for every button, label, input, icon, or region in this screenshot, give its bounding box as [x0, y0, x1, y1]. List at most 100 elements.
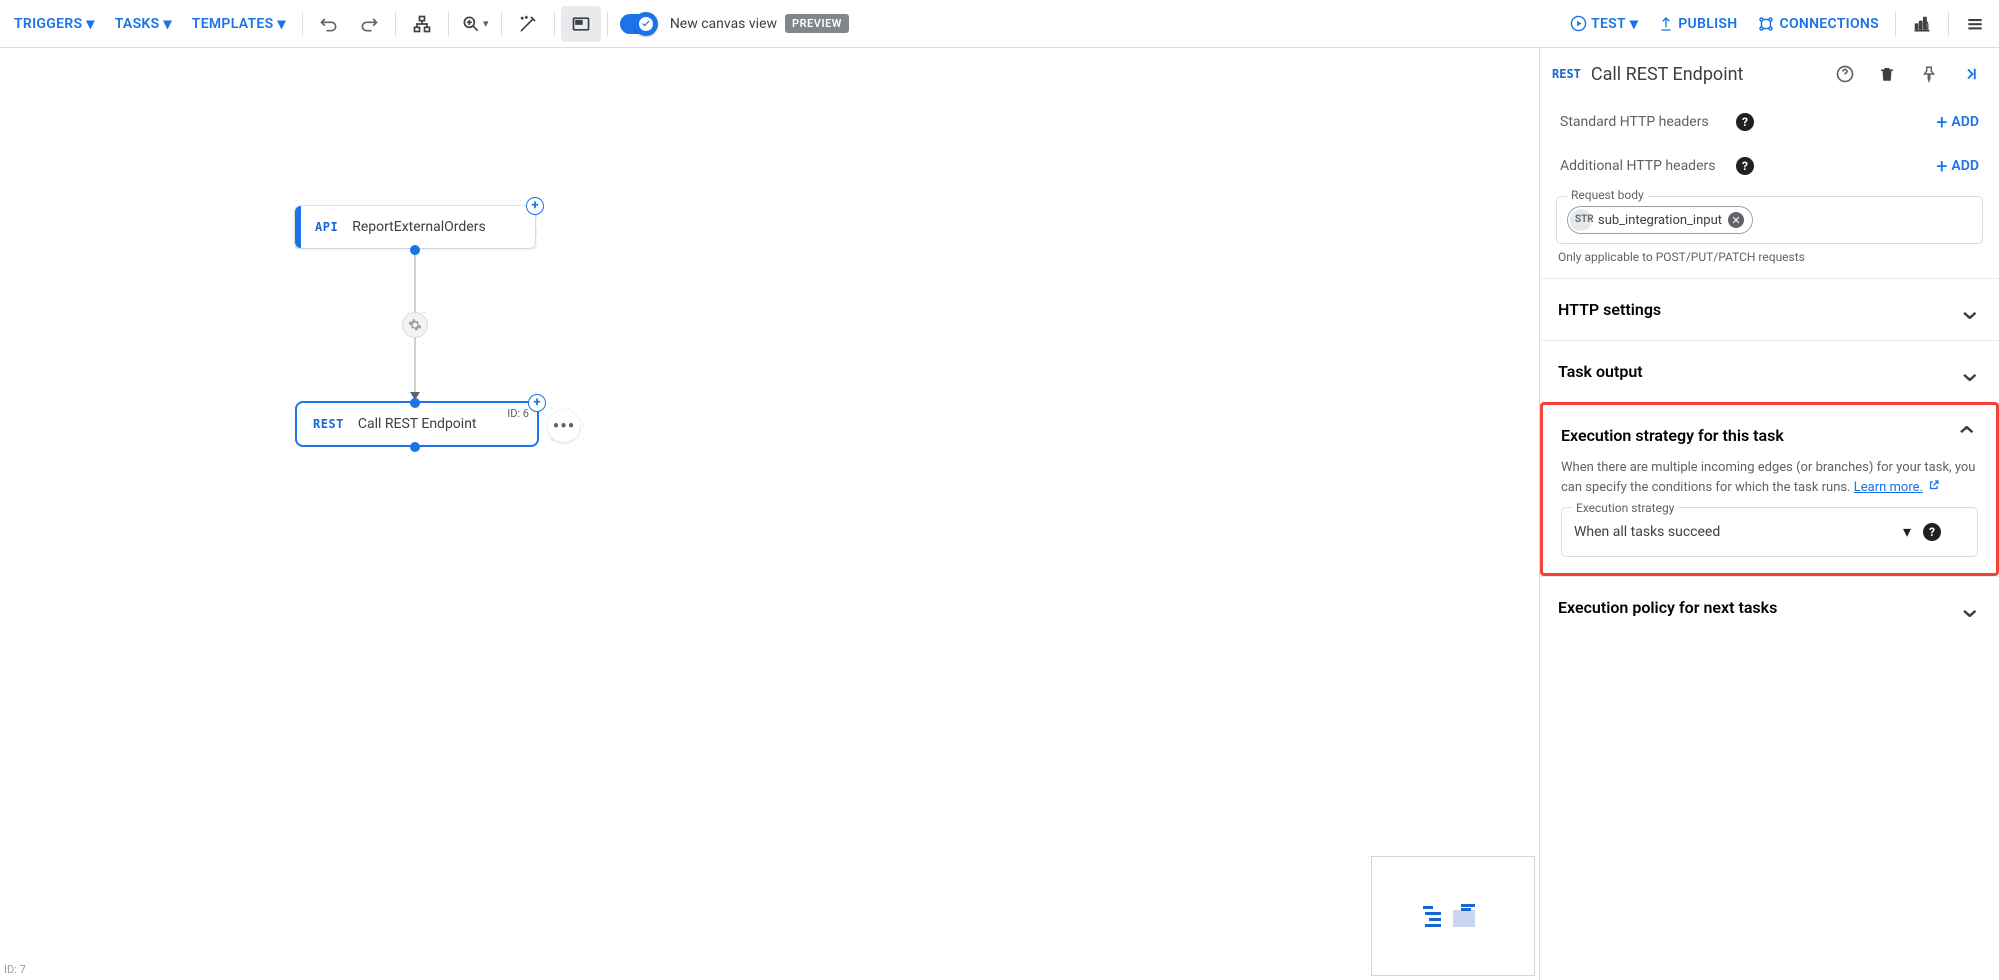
canvas[interactable]: API ReportExternalOrders + REST Call RES… [0, 48, 1539, 980]
help-icon[interactable]: ? [1736, 157, 1754, 175]
node-label: Call REST Endpoint [358, 416, 477, 432]
request-body-hint: Only applicable to POST/PUT/PATCH reques… [1540, 246, 1999, 278]
pin-button[interactable] [1913, 58, 1945, 90]
connections-icon [1757, 15, 1775, 33]
edge-settings[interactable] [403, 313, 427, 337]
triggers-dropdown[interactable]: TRIGGERS▾ [4, 6, 105, 42]
add-additional-header-button[interactable]: + ADD [1936, 154, 1979, 178]
plus-icon: + [1936, 110, 1947, 134]
panel-title: Call REST Endpoint [1591, 64, 1819, 85]
node-output-port[interactable] [410, 442, 420, 452]
layout-icon [412, 14, 432, 34]
minimap-block-icon [1453, 904, 1483, 928]
connector-line [415, 250, 416, 318]
undo-button[interactable] [309, 6, 349, 42]
toolbar-separator [501, 12, 502, 36]
new-canvas-switch[interactable] [620, 14, 656, 34]
execution-strategy-title: Execution strategy for this task [1561, 426, 1955, 445]
node-rest-task[interactable]: REST Call REST Endpoint ID: 6 + [297, 403, 537, 445]
templates-label: TEMPLATES [192, 16, 274, 32]
toolbar-separator [554, 12, 555, 36]
connections-label: CONNECTIONS [1779, 16, 1879, 32]
chevron-down-icon: ⌄ [1956, 591, 1982, 624]
chevron-down-icon: ▾ [277, 14, 285, 33]
canvas-status: ID: 7 [4, 963, 26, 976]
node-tag: REST [313, 417, 344, 431]
zoom-icon [461, 14, 481, 34]
additional-headers-row: Additional HTTP headers ? + ADD [1540, 144, 1999, 188]
collapse-icon [1962, 65, 1980, 83]
menu-icon [1965, 14, 1985, 34]
external-link-icon [1928, 480, 1940, 494]
wand-icon [518, 14, 538, 34]
execution-strategy-section[interactable]: Execution strategy for this task ⌄ [1543, 405, 1996, 458]
chevron-down-icon: ▾ [1903, 520, 1911, 544]
undo-icon [319, 14, 339, 34]
play-icon [1570, 15, 1587, 32]
tasks-label: TASKS [115, 16, 160, 32]
tasks-dropdown[interactable]: TASKS▾ [105, 6, 182, 42]
dots-icon: ••• [553, 416, 575, 437]
panel-header-tag: REST [1552, 67, 1581, 81]
zoom-button[interactable]: ▾ [455, 6, 495, 42]
execution-strategy-highlight: Execution strategy for this task ⌄ When … [1540, 402, 1999, 576]
node-label: ReportExternalOrders [352, 219, 486, 235]
standard-headers-row: Standard HTTP headers ? + ADD [1540, 100, 1999, 144]
add-node-icon[interactable]: + [526, 197, 544, 215]
toolbar-separator [1895, 12, 1896, 36]
minimap[interactable] [1371, 856, 1535, 976]
request-body-chip[interactable]: STR sub_integration_input ✕ [1567, 206, 1753, 234]
connections-button[interactable]: CONNECTIONS [1747, 6, 1889, 42]
learn-more-link[interactable]: Learn more. [1854, 480, 1923, 495]
help-icon[interactable]: ? [1923, 523, 1941, 541]
preview-badge: PREVIEW [785, 14, 849, 33]
node-output-port[interactable] [410, 245, 420, 255]
publish-button[interactable]: PUBLISH [1648, 6, 1747, 42]
remove-chip-button[interactable]: ✕ [1728, 212, 1744, 228]
toolbar-separator [607, 12, 608, 36]
add-node-icon[interactable]: + [528, 394, 546, 412]
test-button[interactable]: TEST▾ [1560, 6, 1648, 42]
chip-value: sub_integration_input [1598, 213, 1722, 228]
pin-icon [1920, 65, 1938, 83]
execution-strategy-select-legend: Execution strategy [1572, 499, 1678, 517]
node-accent [295, 206, 301, 248]
panel-icon [571, 14, 591, 34]
chevron-up-icon: ⌄ [1953, 419, 1979, 452]
task-output-section[interactable]: Task output ⌄ [1540, 340, 1999, 402]
redo-icon [359, 14, 379, 34]
layout-button[interactable] [402, 6, 442, 42]
new-canvas-label: New canvas view [670, 16, 777, 32]
http-settings-title: HTTP settings [1558, 300, 1958, 319]
menu-button[interactable] [1955, 6, 1995, 42]
templates-dropdown[interactable]: TEMPLATES▾ [182, 6, 296, 42]
collapse-panel-button[interactable] [1955, 58, 1987, 90]
request-body-legend: Request body [1567, 188, 1648, 202]
delete-button[interactable] [1871, 58, 1903, 90]
execution-policy-section[interactable]: Execution policy for next tasks ⌄ [1540, 576, 1999, 638]
toolbar-separator [448, 12, 449, 36]
help-icon[interactable]: ? [1736, 113, 1754, 131]
node-menu-button[interactable]: ••• [548, 410, 580, 442]
node-id: ID: 6 [507, 407, 529, 420]
help-button[interactable] [1829, 58, 1861, 90]
test-label: TEST [1591, 16, 1626, 32]
execution-strategy-body: When there are multiple incoming edges (… [1543, 458, 1996, 573]
panel-toggle-button[interactable] [561, 6, 601, 42]
chevron-down-icon: ⌄ [1956, 355, 1982, 388]
chevron-down-icon: ▾ [86, 14, 94, 33]
request-body-field[interactable]: Request body STR sub_integration_input ✕ [1556, 196, 1983, 244]
execution-strategy-select[interactable]: Execution strategy When all tasks succee… [1561, 507, 1978, 557]
publish-icon [1658, 16, 1674, 32]
magic-button[interactable] [508, 6, 548, 42]
main-area: API ReportExternalOrders + REST Call RES… [0, 48, 1999, 980]
node-input-port[interactable] [410, 398, 420, 408]
add-standard-header-button[interactable]: + ADD [1936, 110, 1979, 134]
help-icon [1835, 64, 1855, 84]
redo-button[interactable] [349, 6, 389, 42]
toolbar-separator [395, 12, 396, 36]
check-icon [639, 17, 653, 31]
analytics-button[interactable] [1902, 6, 1942, 42]
node-api-trigger[interactable]: API ReportExternalOrders + [295, 206, 535, 248]
http-settings-section[interactable]: HTTP settings ⌄ [1540, 278, 1999, 340]
